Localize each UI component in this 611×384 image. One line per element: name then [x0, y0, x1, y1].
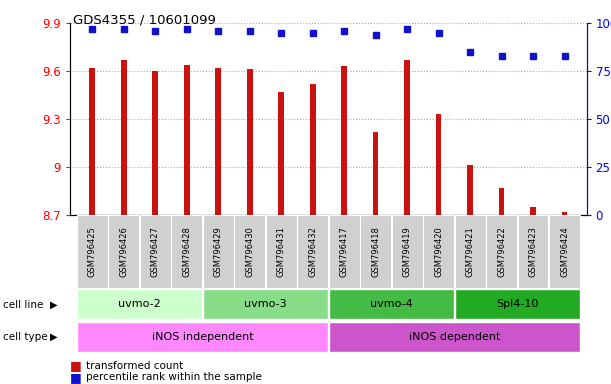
Bar — [423, 215, 454, 288]
Text: GSM796432: GSM796432 — [308, 226, 317, 277]
Bar — [234, 215, 265, 288]
Text: ■: ■ — [70, 371, 82, 384]
Text: GSM796421: GSM796421 — [466, 226, 475, 277]
Text: iNOS dependent: iNOS dependent — [409, 332, 500, 342]
Bar — [499, 188, 505, 215]
Bar — [455, 215, 486, 288]
Bar — [203, 289, 327, 319]
Bar — [392, 215, 423, 288]
Bar — [266, 215, 296, 288]
Text: ▶: ▶ — [50, 300, 57, 310]
Bar — [404, 60, 410, 215]
Bar — [108, 215, 139, 288]
Text: GSM796428: GSM796428 — [182, 226, 191, 277]
Text: uvmo-4: uvmo-4 — [370, 299, 413, 310]
Bar — [518, 215, 549, 288]
Text: cell line: cell line — [3, 300, 43, 310]
Text: GSM796431: GSM796431 — [277, 226, 286, 277]
Bar — [310, 84, 315, 215]
Text: uvmo-2: uvmo-2 — [118, 299, 161, 310]
Text: GSM796430: GSM796430 — [245, 226, 254, 277]
Bar — [297, 215, 328, 288]
Text: GSM796419: GSM796419 — [403, 226, 412, 277]
Bar — [203, 215, 233, 288]
Bar — [549, 215, 580, 288]
Bar — [467, 166, 473, 215]
Bar — [360, 215, 391, 288]
Text: percentile rank within the sample: percentile rank within the sample — [86, 372, 262, 382]
Text: GSM796427: GSM796427 — [151, 226, 159, 277]
Bar — [184, 65, 189, 215]
Bar — [216, 68, 221, 215]
Bar — [171, 215, 202, 288]
Bar — [77, 289, 202, 319]
Text: Spl4-10: Spl4-10 — [496, 299, 538, 310]
Text: transformed count: transformed count — [86, 361, 183, 371]
Text: GSM796424: GSM796424 — [560, 226, 569, 277]
Bar — [486, 215, 517, 288]
Text: GSM796429: GSM796429 — [214, 226, 223, 277]
Text: GSM796426: GSM796426 — [119, 226, 128, 277]
Text: GSM796420: GSM796420 — [434, 226, 443, 277]
Text: ■: ■ — [70, 359, 82, 372]
Bar — [329, 289, 454, 319]
Bar — [455, 289, 580, 319]
Text: GDS4355 / 10601099: GDS4355 / 10601099 — [73, 13, 216, 26]
Text: uvmo-3: uvmo-3 — [244, 299, 287, 310]
Bar — [342, 66, 347, 215]
Text: GSM796425: GSM796425 — [88, 226, 97, 277]
Bar — [329, 215, 360, 288]
Bar — [247, 70, 252, 215]
Text: cell type: cell type — [3, 332, 48, 342]
Bar — [530, 207, 536, 215]
Text: iNOS independent: iNOS independent — [152, 332, 254, 342]
Text: GSM796418: GSM796418 — [371, 226, 380, 277]
Text: GSM796417: GSM796417 — [340, 226, 349, 277]
Bar — [329, 322, 580, 352]
Bar — [140, 215, 170, 288]
Text: GSM796423: GSM796423 — [529, 226, 538, 277]
Bar — [121, 60, 126, 215]
Bar — [152, 71, 158, 215]
Bar — [77, 322, 327, 352]
Bar — [89, 68, 95, 215]
Bar — [279, 92, 284, 215]
Bar — [373, 132, 378, 215]
Bar — [77, 215, 108, 288]
Bar — [562, 212, 568, 215]
Bar — [436, 114, 441, 215]
Text: ▶: ▶ — [50, 332, 57, 342]
Text: GSM796422: GSM796422 — [497, 226, 506, 277]
